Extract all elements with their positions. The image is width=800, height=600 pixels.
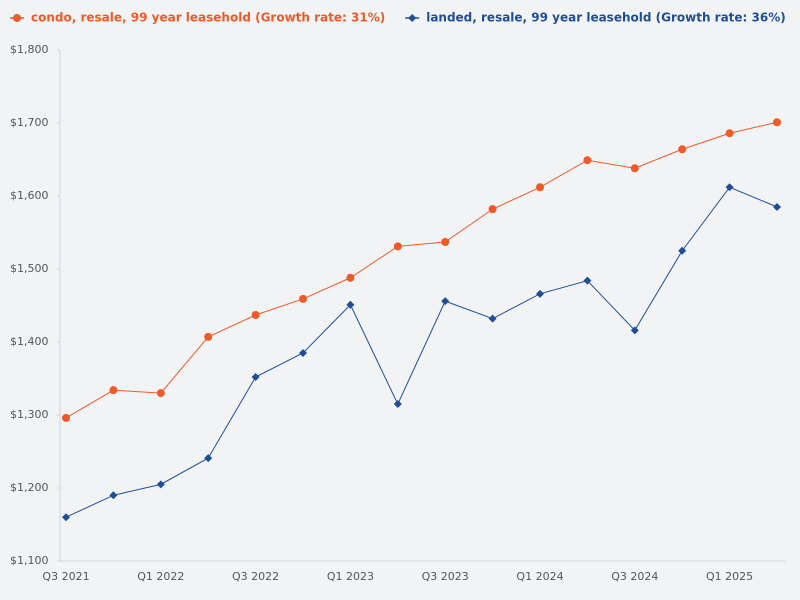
y-tick-label: $1,200 xyxy=(10,481,49,494)
point xyxy=(156,389,165,398)
point xyxy=(630,326,639,335)
point xyxy=(773,202,781,211)
x-tick-label: Q3 2023 xyxy=(422,570,469,583)
point xyxy=(156,480,165,489)
legend-label: landed, resale, 99 year leasehold (Growt… xyxy=(426,11,786,25)
point xyxy=(393,400,402,409)
point xyxy=(62,513,70,522)
point xyxy=(630,164,639,173)
point xyxy=(583,156,592,165)
x-tick-label: Q3 2024 xyxy=(611,570,658,583)
point xyxy=(536,183,544,192)
point xyxy=(204,454,213,463)
x-tick-label: Q1 2023 xyxy=(327,570,374,583)
point xyxy=(583,276,592,285)
point xyxy=(725,183,734,192)
y-tick-label: $1,600 xyxy=(10,189,49,202)
point xyxy=(62,413,70,422)
x-tick-label: Q1 2022 xyxy=(137,570,184,583)
point xyxy=(725,129,734,138)
point xyxy=(251,310,260,319)
point xyxy=(346,300,355,309)
y-tick-label: $1,100 xyxy=(10,554,49,567)
legend-marker xyxy=(408,14,417,22)
point xyxy=(678,246,687,255)
x-tick-label: Q1 2024 xyxy=(516,570,563,583)
point xyxy=(441,297,450,306)
y-tick-label: $1,500 xyxy=(10,262,49,275)
point xyxy=(536,289,544,298)
series-line xyxy=(65,186,778,518)
x-tick-label: Q3 2022 xyxy=(232,570,279,583)
point xyxy=(488,314,497,323)
point xyxy=(299,294,307,303)
y-tick-label: $1,700 xyxy=(10,116,49,129)
point xyxy=(109,491,118,500)
point xyxy=(346,273,355,282)
y-tick-label: $1,300 xyxy=(10,408,49,421)
point xyxy=(393,242,402,251)
point xyxy=(773,118,781,127)
point xyxy=(678,145,687,154)
point xyxy=(204,332,213,341)
y-tick-label: $1,400 xyxy=(10,335,49,348)
x-tick-label: Q3 2021 xyxy=(42,570,89,583)
x-tick-label: Q1 2025 xyxy=(706,570,753,583)
y-tick-label: $1,800 xyxy=(10,43,49,56)
series-line xyxy=(65,121,778,419)
point xyxy=(109,386,118,395)
point xyxy=(488,205,497,214)
point xyxy=(441,237,450,246)
point xyxy=(299,348,307,357)
legend-marker xyxy=(13,14,21,22)
point xyxy=(251,373,260,382)
legend-label: condo, resale, 99 year leasehold (Growth… xyxy=(31,11,385,25)
